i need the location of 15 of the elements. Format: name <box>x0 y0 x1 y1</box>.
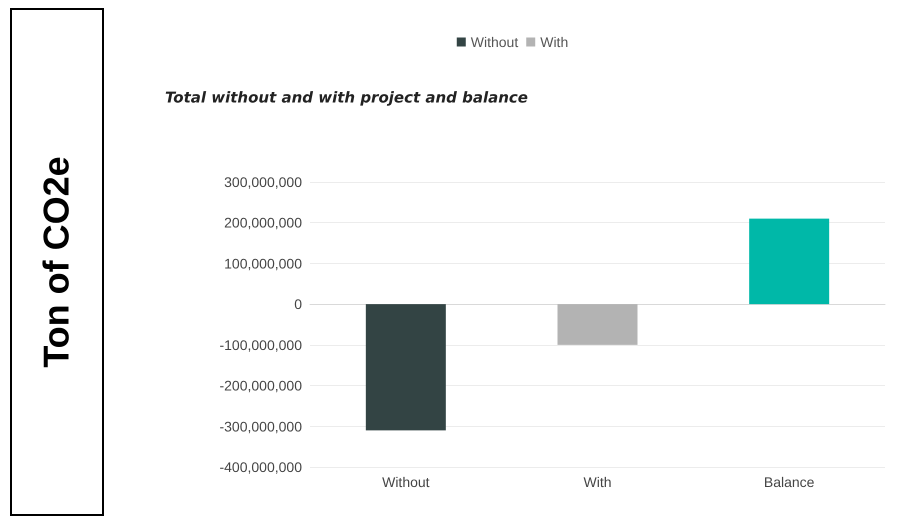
y-tick-label: -400,000,000 <box>219 459 302 475</box>
x-tick-label: With <box>584 474 612 490</box>
x-tick-label: Balance <box>764 474 815 490</box>
y-tick-label: 0 <box>294 296 302 312</box>
y-tick-label: 300,000,000 <box>224 174 302 190</box>
y-tick-label: 200,000,000 <box>224 214 302 231</box>
y-tick-label: -300,000,000 <box>219 418 302 434</box>
y-axis-title: Ton of CO2e <box>36 156 78 368</box>
chart-title: Total without and with project and balance <box>165 88 528 106</box>
x-tick-label: Without <box>382 474 430 490</box>
legend-label: Without <box>470 34 518 50</box>
legend-label: With <box>540 34 568 50</box>
y-tick-label: -200,000,000 <box>219 378 302 394</box>
y-tick-label: 100,000,000 <box>224 255 302 272</box>
y-tick-label: -100,000,000 <box>219 336 302 353</box>
